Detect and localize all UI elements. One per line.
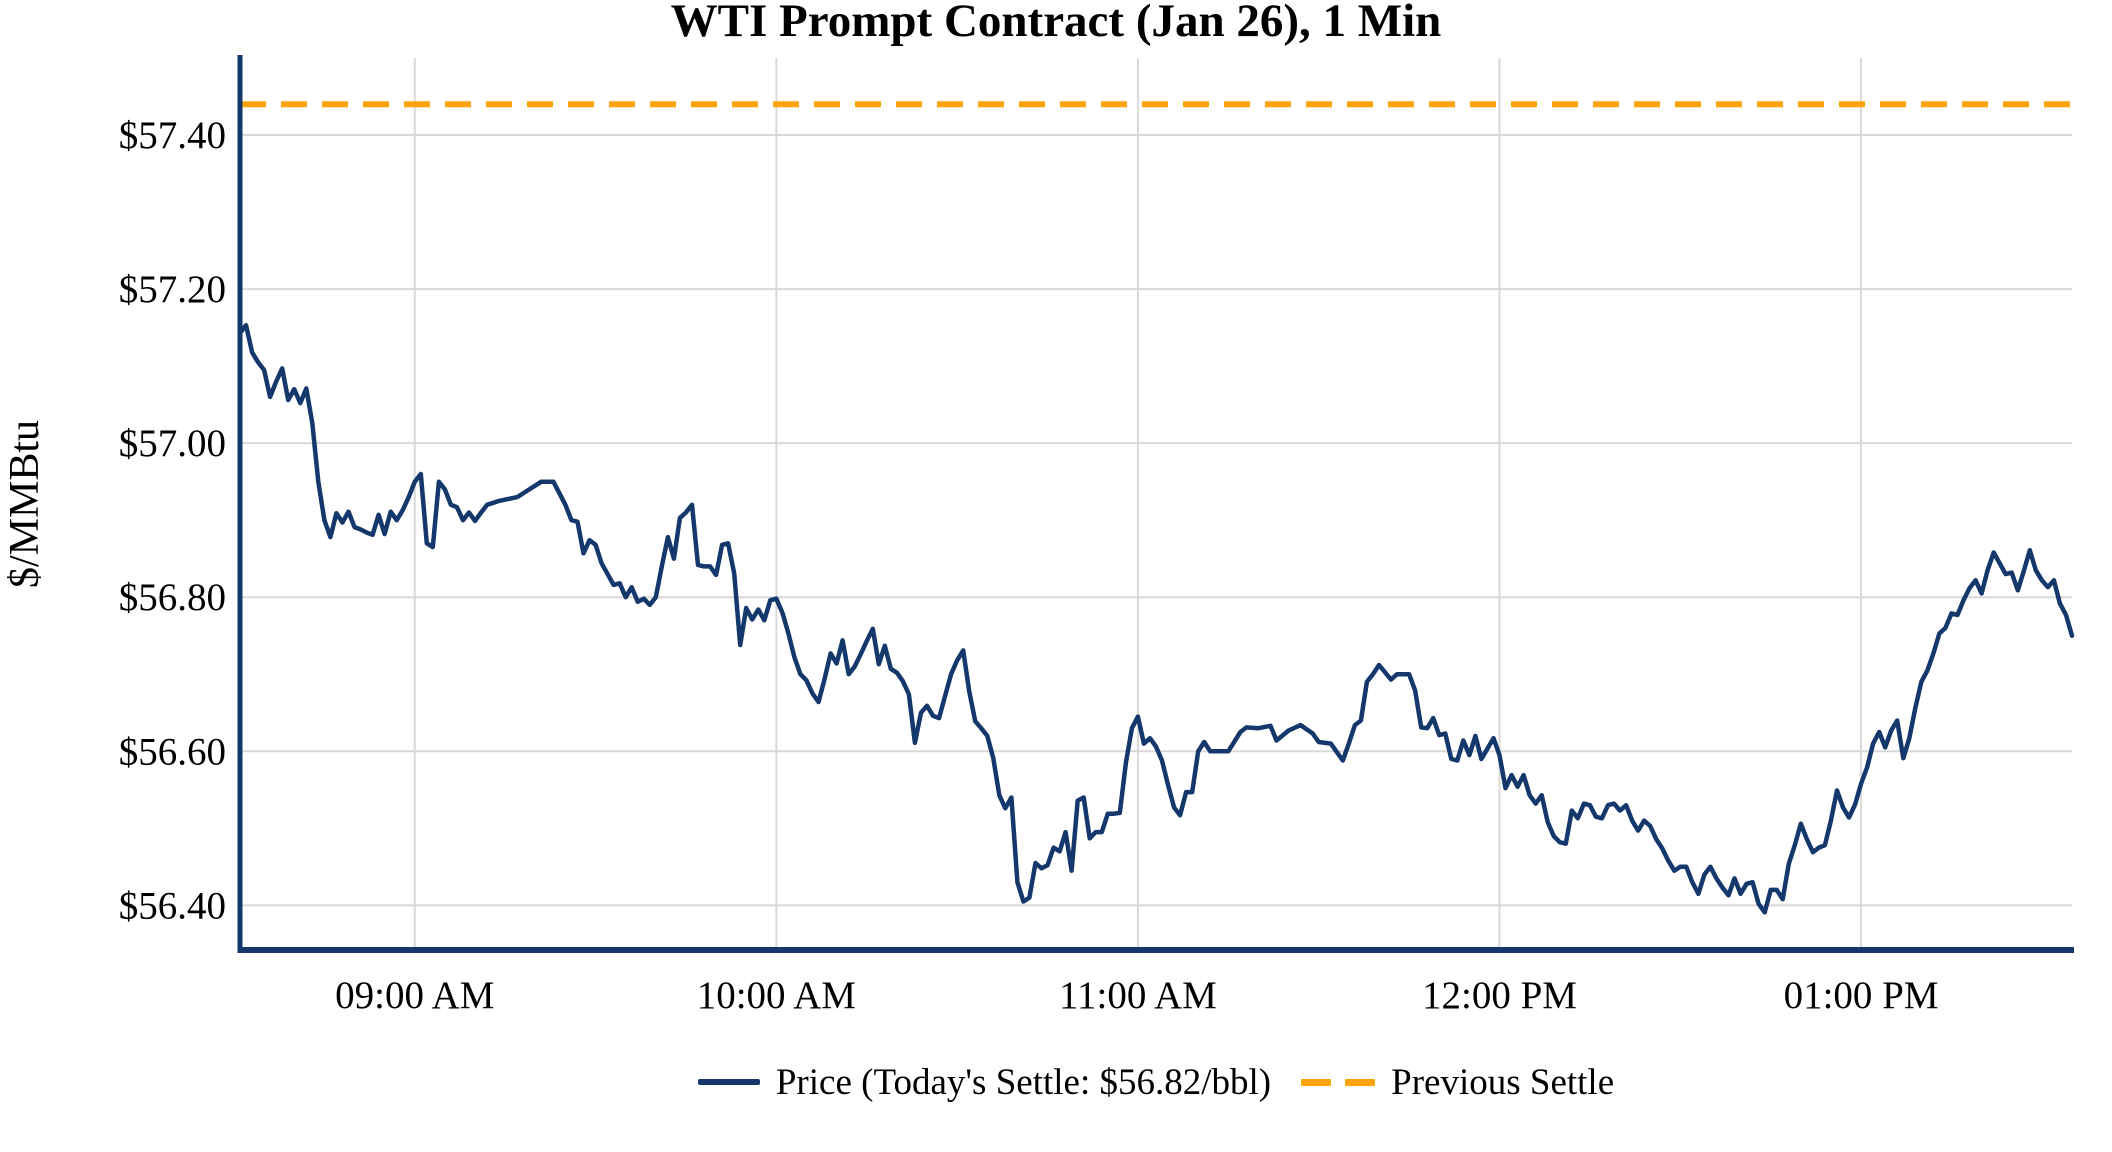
axis-layer xyxy=(237,55,2074,953)
y-tick-label: $57.40 xyxy=(119,114,226,157)
previous-settle-legend-label: Previous Settle xyxy=(1391,1061,1615,1103)
tick-label-layer: $56.40 $56.60 $56.80 $57.00 $57.20 $57.40 09:0… xyxy=(119,114,1939,1017)
grid-layer xyxy=(240,58,2072,950)
x-tick-label: 12:00 PM xyxy=(1422,974,1577,1017)
previous-settle-legend-swatch xyxy=(1301,1078,1376,1086)
price-legend-label: Price (Today's Settle: $56.82/bbl) xyxy=(775,1061,1272,1103)
series-layer xyxy=(237,101,2075,915)
x-tick-label: 01:00 PM xyxy=(1784,974,1939,1017)
legend: Price (Today's Settle: $56.82/bbl) Previ… xyxy=(240,1056,2072,1108)
chart-title: WTI Prompt Contract (Jan 26), 1 Min xyxy=(670,0,1442,47)
price-line xyxy=(237,323,2075,915)
y-tick-label: $57.00 xyxy=(119,422,226,465)
y-axis-label: $/MMBtu xyxy=(2,420,48,588)
price-legend-swatch xyxy=(697,1079,760,1085)
y-tick-label: $56.40 xyxy=(119,884,226,927)
y-tick-label: $56.80 xyxy=(119,576,226,619)
x-tick-label: 11:00 AM xyxy=(1059,974,1217,1017)
x-tick-label: 09:00 AM xyxy=(335,974,494,1017)
y-tick-label: $56.60 xyxy=(119,730,226,773)
x-tick-label: 10:00 AM xyxy=(697,974,856,1017)
y-tick-label: $57.20 xyxy=(119,268,226,311)
